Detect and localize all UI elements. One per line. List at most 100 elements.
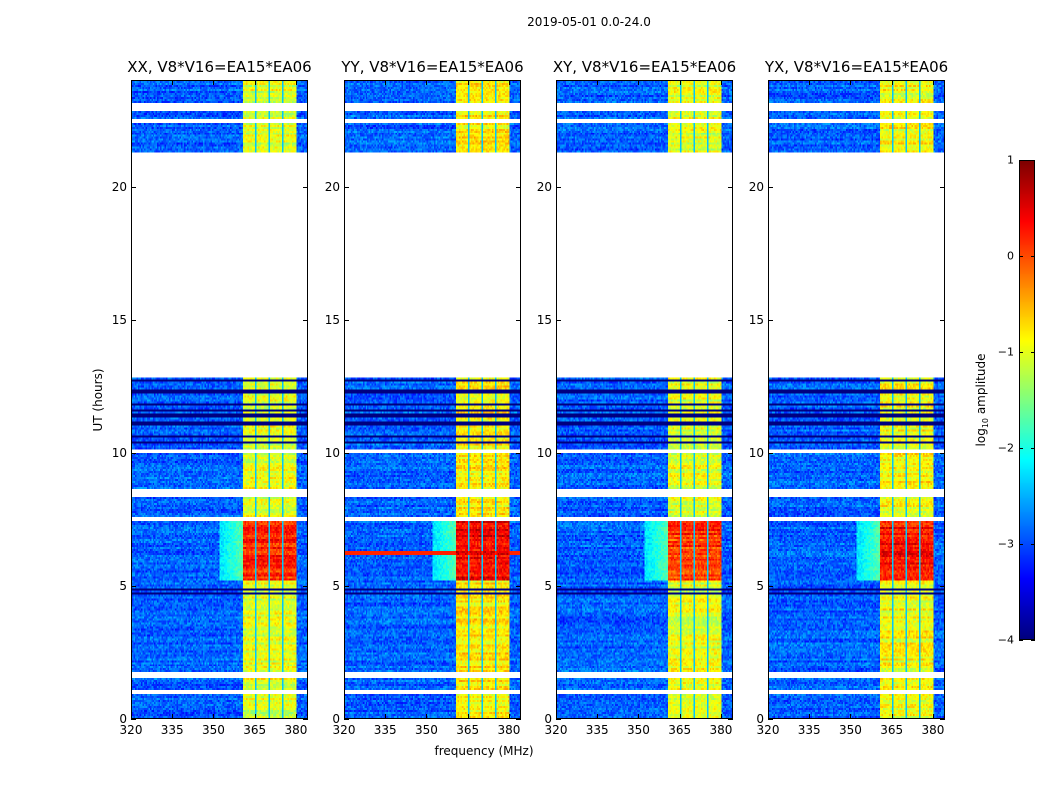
y-tick-label: 20 xyxy=(111,179,127,194)
x-tick-label: 365 xyxy=(668,723,692,737)
x-tick-label: 380 xyxy=(709,723,733,737)
colorbar-gradient xyxy=(1020,161,1034,639)
x-tick-label: 335 xyxy=(373,723,397,737)
y-tick-label: 5 xyxy=(119,578,127,593)
x-tick-mark xyxy=(850,714,852,719)
y-tick-mark xyxy=(344,719,349,720)
heatmap-image xyxy=(557,81,732,718)
y-tick-label: 15 xyxy=(111,312,127,327)
colorbar-label-sub: 10 xyxy=(981,417,991,429)
x-tick-label: 350 xyxy=(839,723,862,737)
heatmap-image xyxy=(132,81,307,718)
y-tick-mark xyxy=(728,319,733,321)
y-tick-mark xyxy=(768,585,773,587)
y-tick-label: 15 xyxy=(324,312,340,327)
x-tick-mark xyxy=(467,714,469,719)
y-tick-mark xyxy=(516,719,521,720)
x-tick-label: 350 xyxy=(627,723,650,737)
y-axis-label: UT (hours) xyxy=(91,368,105,432)
x-tick-mark xyxy=(426,80,428,85)
x-tick-mark xyxy=(508,714,510,719)
x-tick-mark xyxy=(768,80,769,85)
x-tick-mark xyxy=(679,80,681,85)
x-tick-label: 365 xyxy=(456,723,480,737)
y-tick-mark xyxy=(940,719,945,720)
colorbar-tick-mark xyxy=(1019,544,1023,545)
x-tick-label: 320 xyxy=(544,723,568,737)
y-tick-mark xyxy=(556,186,561,188)
colorbar-tick-mark xyxy=(1019,256,1023,257)
y-tick-label: 20 xyxy=(536,179,552,194)
y-tick-mark xyxy=(303,186,308,188)
x-tick-mark xyxy=(638,80,640,85)
y-tick-mark xyxy=(131,186,136,188)
heatmap-panel xyxy=(131,80,308,719)
y-tick-mark xyxy=(556,452,561,454)
x-tick-label: 335 xyxy=(160,723,184,737)
heatmap-image xyxy=(769,81,944,718)
x-tick-label: 365 xyxy=(880,723,904,737)
y-tick-label: 5 xyxy=(756,578,764,593)
y-tick-label: 15 xyxy=(536,312,552,327)
x-tick-mark xyxy=(385,714,387,719)
colorbar-tick-mark xyxy=(1019,448,1023,449)
x-tick-mark xyxy=(172,714,174,719)
colorbar-tick-mark xyxy=(1031,448,1035,449)
y-tick-label: 0 xyxy=(756,712,764,726)
colorbar-tick-mark xyxy=(1019,640,1023,641)
x-tick-mark xyxy=(850,80,852,85)
x-tick-mark xyxy=(467,80,469,85)
colorbar-tick-label: 1 xyxy=(1007,153,1014,167)
colorbar-tick-mark xyxy=(1031,544,1035,545)
x-tick-mark xyxy=(597,80,599,85)
y-tick-mark xyxy=(303,585,308,587)
x-tick-mark xyxy=(385,80,387,85)
heatmap-panel xyxy=(768,80,945,719)
x-tick-label: 320 xyxy=(756,723,780,737)
y-tick-mark xyxy=(728,452,733,454)
y-tick-mark xyxy=(131,319,136,321)
panel-title: YY, V8*V16=EA15*EA06 xyxy=(341,58,524,76)
y-tick-mark xyxy=(131,719,136,720)
x-tick-label: 335 xyxy=(797,723,821,737)
colorbar-tick-label: 0 xyxy=(1007,249,1014,263)
y-tick-label: 15 xyxy=(748,312,764,327)
y-tick-mark xyxy=(344,186,349,188)
panel-title: YX, V8*V16=EA15*EA06 xyxy=(764,58,949,76)
colorbar-tick-mark xyxy=(1031,256,1035,257)
y-tick-mark xyxy=(728,585,733,587)
x-tick-mark xyxy=(891,80,893,85)
y-tick-mark xyxy=(303,319,308,321)
y-tick-mark xyxy=(768,719,773,720)
y-tick-mark xyxy=(556,319,561,321)
y-tick-mark xyxy=(516,186,521,188)
x-tick-mark xyxy=(932,714,934,719)
y-tick-label: 5 xyxy=(544,578,552,593)
y-tick-mark xyxy=(344,585,349,587)
y-tick-mark xyxy=(940,319,945,321)
x-tick-mark xyxy=(254,80,256,85)
colorbar-tick-label: −2 xyxy=(997,441,1014,455)
colorbar-tick-mark xyxy=(1031,640,1035,641)
x-tick-mark xyxy=(344,80,345,85)
x-tick-mark xyxy=(932,80,934,85)
y-tick-mark xyxy=(768,452,773,454)
x-tick-mark xyxy=(131,80,132,85)
colorbar-tick-label: −3 xyxy=(997,537,1014,551)
y-tick-mark xyxy=(728,186,733,188)
panel-title: XX, V8*V16=EA15*EA06 xyxy=(127,58,312,76)
x-tick-mark xyxy=(508,80,510,85)
x-tick-label: 320 xyxy=(119,723,143,737)
x-tick-mark xyxy=(213,80,215,85)
colorbar xyxy=(1019,160,1035,640)
x-tick-label: 365 xyxy=(243,723,267,737)
x-tick-mark xyxy=(720,80,722,85)
y-tick-mark xyxy=(131,585,136,587)
x-tick-mark xyxy=(720,714,722,719)
x-tick-mark xyxy=(556,80,557,85)
colorbar-tick-mark xyxy=(1019,352,1023,353)
colorbar-tick-mark xyxy=(1019,160,1023,161)
x-tick-label: 350 xyxy=(202,723,225,737)
y-tick-mark xyxy=(303,719,308,720)
